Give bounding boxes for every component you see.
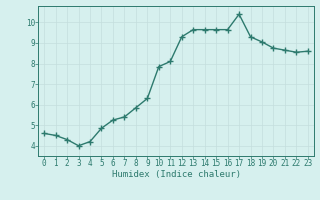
X-axis label: Humidex (Indice chaleur): Humidex (Indice chaleur) <box>111 170 241 179</box>
